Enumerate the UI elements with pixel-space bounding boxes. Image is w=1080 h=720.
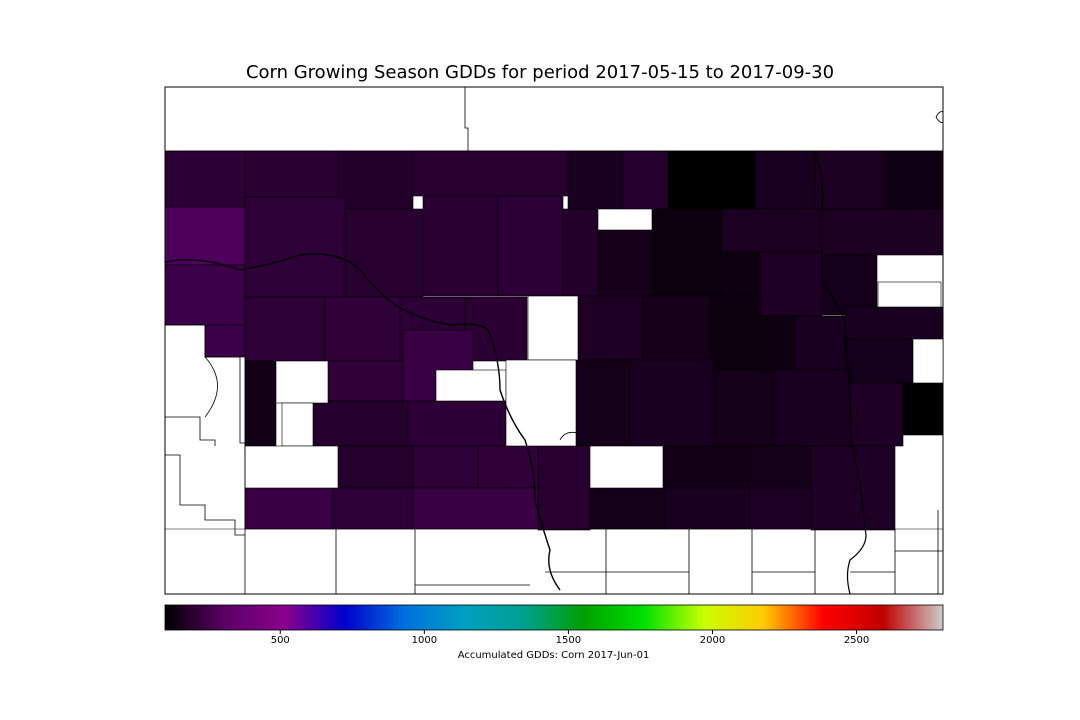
county <box>337 150 414 210</box>
county <box>642 295 712 361</box>
no-data-area <box>505 359 577 447</box>
county <box>664 487 751 530</box>
county <box>849 382 904 447</box>
county <box>344 208 424 298</box>
county <box>774 369 851 447</box>
county <box>337 445 414 489</box>
county <box>422 195 499 297</box>
colorbar-tick-label: 2500 <box>843 635 870 646</box>
no-data-area <box>589 445 664 489</box>
county <box>794 315 846 371</box>
county <box>629 359 714 447</box>
county <box>759 251 823 317</box>
colorbar-ticks <box>279 630 858 634</box>
no-data-area <box>877 281 942 308</box>
county <box>324 296 401 362</box>
county <box>244 360 277 457</box>
county <box>464 296 528 362</box>
county <box>164 206 246 266</box>
county <box>821 208 944 256</box>
county <box>622 150 669 210</box>
county <box>597 229 653 297</box>
county <box>844 338 914 384</box>
no-data-area <box>281 402 314 447</box>
county <box>407 400 509 447</box>
county <box>844 306 944 340</box>
county <box>244 296 326 362</box>
county <box>754 150 816 210</box>
county <box>721 251 761 297</box>
county <box>759 315 796 371</box>
county <box>810 445 896 531</box>
no-data-area <box>244 445 339 489</box>
colorbar-tick-label: 1500 <box>555 635 582 646</box>
county <box>567 150 624 210</box>
county <box>412 487 539 530</box>
county <box>572 359 631 447</box>
county <box>662 445 749 489</box>
county <box>577 295 644 361</box>
no-data-area <box>435 369 507 402</box>
county <box>327 360 404 402</box>
colorbar-tick-label: 1000 <box>411 635 438 646</box>
county <box>651 208 723 297</box>
county <box>749 487 812 530</box>
colorbar <box>164 604 944 631</box>
county <box>814 150 886 210</box>
county <box>712 369 776 447</box>
map-title: Corn Growing Season GDDs for period 2017… <box>245 62 835 83</box>
county <box>412 150 569 197</box>
county <box>721 208 823 253</box>
county <box>821 254 878 316</box>
county <box>164 150 246 208</box>
county <box>497 195 564 297</box>
state-boundaries <box>164 87 944 595</box>
county <box>902 382 944 436</box>
colorbar-tick-label: 500 <box>270 635 290 646</box>
county <box>244 150 339 198</box>
county <box>710 295 761 371</box>
county <box>562 208 599 297</box>
colorbar-label: Accumulated GDDs: Corn 2017-Jun-01 <box>457 650 650 661</box>
colorbar-tick-label: 2000 <box>699 635 726 646</box>
county <box>884 150 944 210</box>
county <box>667 150 756 210</box>
county <box>589 487 666 530</box>
no-data-area <box>912 338 944 384</box>
county-layer <box>164 150 944 531</box>
county <box>537 445 591 531</box>
county <box>332 487 414 530</box>
no-data-area <box>275 360 329 404</box>
county <box>204 324 246 358</box>
county <box>747 445 812 489</box>
no-data-area <box>527 295 579 361</box>
county <box>312 400 409 447</box>
county <box>164 264 246 326</box>
county <box>412 445 479 489</box>
county <box>244 487 334 530</box>
county <box>244 196 346 298</box>
